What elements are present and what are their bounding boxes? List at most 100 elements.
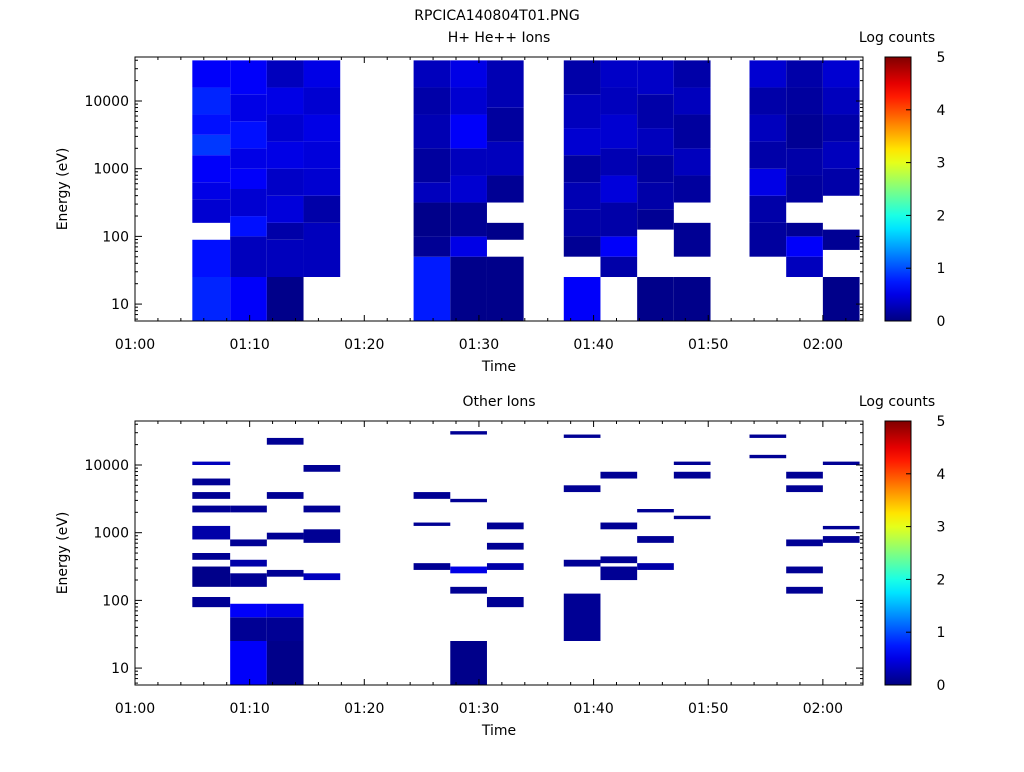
panel-title: H+ He++ Ions — [448, 30, 551, 46]
heatmap-cell — [413, 522, 451, 526]
heatmap-cell — [637, 209, 674, 230]
heatmap-cell — [486, 222, 524, 240]
colorbar-label: Log counts — [859, 30, 935, 46]
x-tick-label: 01:50 — [688, 701, 728, 717]
heatmap-cell — [563, 128, 601, 156]
heatmap-cell — [600, 566, 638, 581]
heatmap-cell — [749, 87, 787, 115]
heatmap-cell — [230, 60, 267, 95]
colorbar-tick-label: 0 — [937, 678, 946, 694]
heatmap-cell — [303, 573, 341, 581]
x-tick-label: 01:10 — [229, 337, 269, 353]
heatmap-cell — [266, 532, 304, 540]
heatmap-cell — [413, 236, 451, 257]
heatmap-cell — [786, 87, 823, 115]
heatmap-cell — [749, 141, 787, 169]
heatmap-cell — [230, 559, 267, 567]
heatmap-cell — [822, 229, 860, 250]
heatmap-cell — [786, 566, 823, 574]
heatmap-cell — [266, 87, 304, 115]
heatmap-cell — [673, 87, 711, 115]
heatmap-cell — [413, 256, 451, 321]
heatmap-cell — [786, 222, 823, 237]
x-tick-label: 01:30 — [459, 337, 499, 353]
heatmap-cell — [303, 87, 341, 115]
heatmap-cell — [637, 155, 674, 183]
heatmap-cell — [822, 536, 860, 543]
heatmap-cell — [266, 114, 304, 142]
heatmap-cell — [673, 471, 711, 479]
heatmap-cell — [600, 60, 638, 88]
heatmap-cell — [600, 471, 638, 479]
x-tick-label: 02:00 — [803, 337, 843, 353]
heatmap-cell — [563, 434, 601, 438]
x-tick-label: 01:30 — [459, 701, 499, 717]
heatmap-cell — [637, 536, 674, 543]
heatmap-cell — [303, 60, 341, 88]
colorbar-tick-label: 3 — [937, 520, 946, 536]
heatmap-cell — [563, 236, 601, 257]
x-tick-label: 01:00 — [115, 337, 155, 353]
y-tick-label: 10000 — [84, 94, 129, 110]
heatmap-cell — [600, 256, 638, 277]
heatmap-cell — [637, 277, 674, 321]
heatmap-cell — [563, 485, 601, 493]
heatmap-cell — [230, 216, 267, 237]
heatmap-cell — [230, 573, 267, 587]
heatmap-cell — [786, 539, 823, 547]
heatmap-cell — [230, 277, 267, 321]
heatmap-cell — [230, 168, 267, 189]
heatmap-cell — [266, 437, 304, 445]
heatmap-cell — [673, 222, 711, 257]
y-tick-label: 10 — [111, 661, 129, 677]
heatmap-cell — [637, 509, 674, 513]
x-tick-label: 01:40 — [573, 701, 613, 717]
heatmap-cell — [822, 141, 860, 169]
heatmap-cell — [266, 277, 304, 321]
heatmap-cell — [266, 239, 304, 277]
heatmap-cell — [600, 148, 638, 176]
heatmap-cell — [230, 94, 267, 122]
heatmap-cell — [192, 182, 231, 200]
heatmap-cell — [192, 525, 231, 540]
colorbar-tick-label: 0 — [937, 314, 946, 330]
heatmap-cell — [600, 522, 638, 530]
y-tick-label: 10 — [111, 297, 129, 313]
heatmap-cell — [192, 505, 231, 513]
heatmap-cell — [266, 641, 304, 685]
heatmap-cell — [192, 114, 231, 135]
colorbar-tick-label: 2 — [937, 572, 946, 588]
heatmap-cell — [230, 617, 267, 641]
heatmap-cell — [266, 60, 304, 88]
heatmap-cell — [303, 114, 341, 142]
heatmap-cell — [786, 236, 823, 257]
heatmap-cell — [673, 148, 711, 176]
heatmap-cell — [413, 114, 451, 149]
colorbar — [884, 56, 912, 322]
colorbar-tick-label: 2 — [937, 208, 946, 224]
heatmap-cell — [230, 539, 267, 547]
colorbar-label: Log counts — [859, 394, 935, 410]
heatmap-cell — [303, 505, 341, 513]
heatmap-cell — [486, 597, 524, 608]
y-axis-label: Energy (eV) — [55, 512, 71, 595]
heatmap-cell — [486, 107, 524, 142]
heatmap-cell — [303, 141, 341, 169]
heatmap-cell — [600, 87, 638, 115]
heatmap-cell — [600, 556, 638, 564]
heatmap-cell — [450, 256, 487, 321]
heatmap-cell — [192, 597, 231, 608]
heatmap-cell — [637, 128, 674, 156]
heatmap-cell — [413, 492, 451, 499]
heatmap-cell — [673, 515, 711, 520]
y-tick-label: 100 — [102, 229, 129, 245]
heatmap-cell — [230, 603, 267, 618]
heatmap-cell — [266, 141, 304, 169]
heatmap-cell — [413, 182, 451, 203]
colorbar-tick-label: 4 — [937, 103, 946, 119]
x-tick-label: 02:00 — [803, 701, 843, 717]
colorbar-tick-label: 3 — [937, 156, 946, 172]
heatmap-cell — [230, 148, 267, 169]
